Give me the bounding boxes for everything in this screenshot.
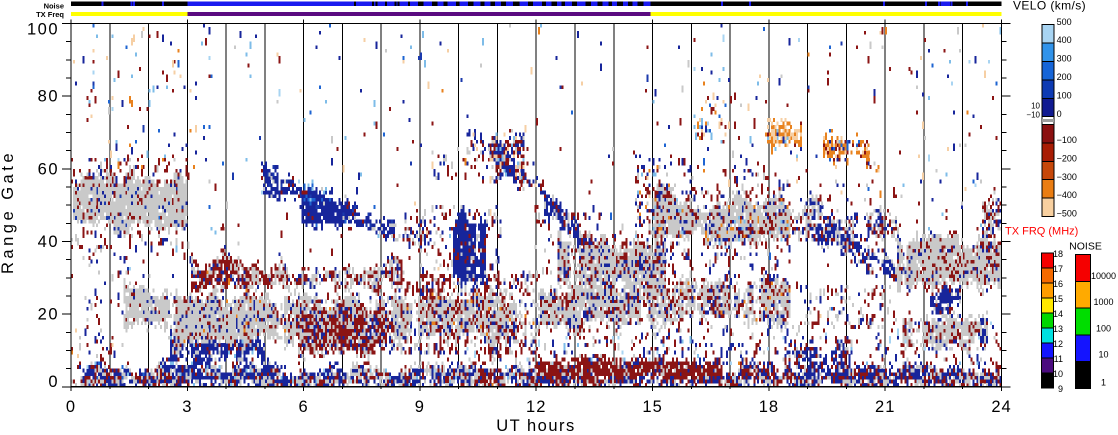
svg-text:TX FRQ (MHz): TX FRQ (MHz) — [1005, 226, 1078, 238]
svg-text:15: 15 — [642, 398, 662, 416]
svg-text:10: 10 — [1053, 369, 1063, 379]
svg-text:TX Freq: TX Freq — [36, 10, 64, 19]
svg-text:Noise: Noise — [44, 2, 64, 11]
svg-text:500: 500 — [1057, 17, 1072, 27]
svg-text:−400: −400 — [1057, 190, 1077, 200]
svg-text:40: 40 — [38, 233, 59, 251]
svg-text:12: 12 — [526, 398, 546, 416]
svg-text:10: 10 — [1031, 102, 1040, 111]
svg-text:300: 300 — [1057, 54, 1072, 64]
svg-text:−10: −10 — [1026, 110, 1040, 119]
svg-text:100: 100 — [27, 21, 59, 39]
svg-text:0: 0 — [1057, 109, 1062, 119]
svg-text:3: 3 — [182, 398, 192, 416]
svg-text:6: 6 — [299, 398, 309, 416]
svg-text:17: 17 — [1053, 264, 1063, 274]
svg-text:1000: 1000 — [1093, 297, 1113, 307]
svg-text:9: 9 — [415, 398, 425, 416]
svg-text:80: 80 — [38, 88, 59, 106]
svg-text:100: 100 — [1057, 90, 1072, 100]
svg-text:16: 16 — [1053, 279, 1063, 289]
svg-text:60: 60 — [38, 160, 59, 178]
svg-text:VELO (km/s): VELO (km/s) — [1013, 0, 1086, 13]
svg-text:100: 100 — [1096, 323, 1111, 333]
svg-text:200: 200 — [1057, 72, 1072, 82]
svg-text:0: 0 — [48, 373, 59, 391]
svg-text:400: 400 — [1057, 35, 1072, 45]
svg-text:10: 10 — [1098, 350, 1108, 360]
svg-text:20: 20 — [38, 306, 59, 324]
svg-text:UT hours: UT hours — [496, 417, 576, 435]
svg-text:15: 15 — [1053, 294, 1063, 304]
svg-text:Range Gate: Range Gate — [0, 150, 17, 274]
svg-text:11: 11 — [1054, 354, 1063, 364]
svg-text:10000: 10000 — [1091, 271, 1116, 281]
svg-text:21: 21 — [875, 398, 895, 416]
svg-text:24: 24 — [991, 398, 1011, 416]
svg-text:NOISE: NOISE — [1069, 241, 1102, 253]
svg-text:18: 18 — [1053, 249, 1063, 259]
svg-text:18: 18 — [759, 398, 779, 416]
svg-text:−500: −500 — [1057, 209, 1077, 219]
svg-text:−300: −300 — [1057, 172, 1077, 182]
svg-text:1: 1 — [1101, 378, 1106, 388]
svg-text:14: 14 — [1053, 309, 1063, 319]
svg-text:9: 9 — [1058, 384, 1063, 394]
svg-text:0: 0 — [66, 398, 76, 416]
svg-text:12: 12 — [1053, 339, 1063, 349]
svg-text:−200: −200 — [1057, 153, 1077, 163]
svg-text:13: 13 — [1053, 324, 1063, 334]
svg-text:−100: −100 — [1057, 135, 1077, 145]
